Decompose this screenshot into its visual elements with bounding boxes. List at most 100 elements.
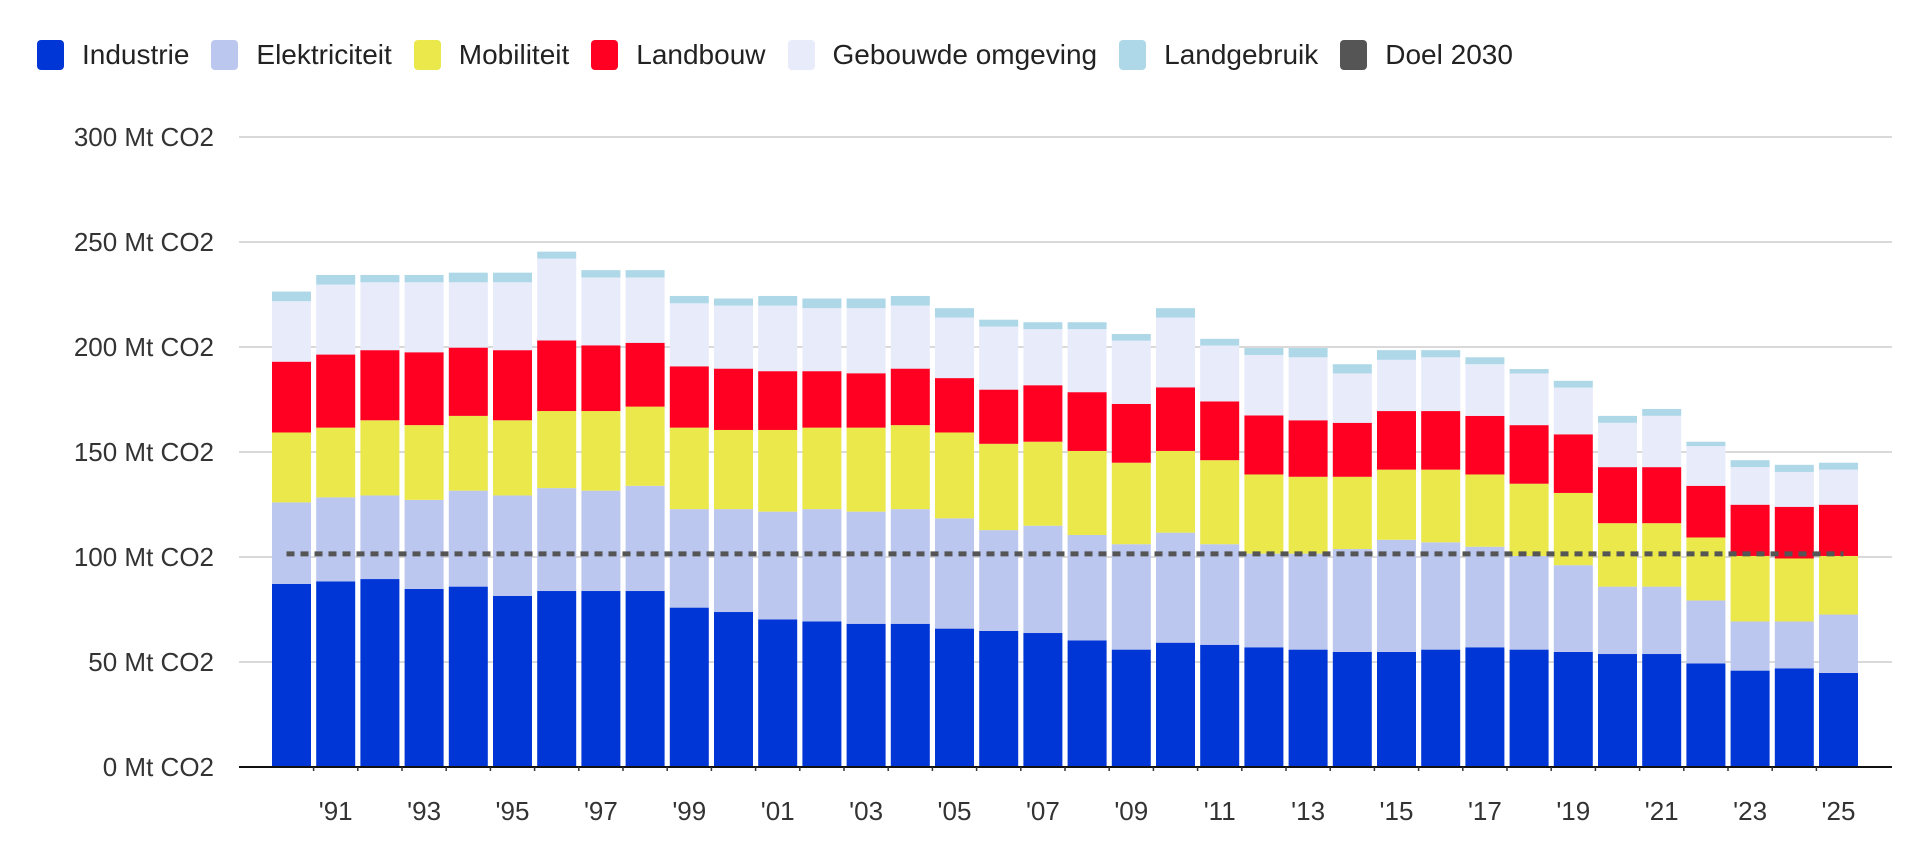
bar-landgebruik-2016[interactable] [1421, 350, 1461, 358]
bar-landbouw-1995[interactable] [493, 350, 532, 421]
bar-mobiliteit-2004[interactable] [890, 425, 930, 510]
bar-industrie-2011[interactable] [1200, 644, 1240, 767]
bar-elektriciteit-1995[interactable] [493, 495, 532, 596]
bar-mobiliteit-1995[interactable] [493, 420, 532, 496]
bar-gebouwde-omgeving-1997[interactable] [581, 277, 621, 346]
bar-elektriciteit-1992[interactable] [360, 495, 400, 580]
bar-landgebruik-2022[interactable] [1686, 441, 1726, 447]
legend-item-elektriciteit[interactable]: Elektriciteit [211, 39, 392, 71]
bar-gebouwde-omgeving-2018[interactable] [1509, 373, 1549, 426]
bar-gebouwde-omgeving-2017[interactable] [1465, 364, 1505, 416]
bar-landgebruik-2007[interactable] [1023, 322, 1063, 330]
bar-mobiliteit-2014[interactable] [1332, 476, 1372, 550]
bar-mobiliteit-2019[interactable] [1553, 492, 1593, 566]
bar-landgebruik-1998[interactable] [625, 270, 665, 278]
bar-mobiliteit-1992[interactable] [360, 420, 400, 496]
bar-landgebruik-2013[interactable] [1288, 348, 1328, 358]
bar-landgebruik-1992[interactable] [360, 274, 400, 283]
bar-industrie-1996[interactable] [537, 591, 577, 767]
bar-gebouwde-omgeving-2001[interactable] [758, 305, 798, 372]
legend-item-industrie[interactable]: Industrie [37, 39, 189, 71]
bar-industrie-1992[interactable] [360, 579, 400, 767]
bar-landbouw-1997[interactable] [581, 345, 621, 412]
bar-mobiliteit-1997[interactable] [581, 411, 621, 491]
legend-item-doel-2030[interactable]: Doel 2030 [1340, 39, 1513, 71]
bar-elektriciteit-2005[interactable] [935, 518, 974, 629]
bar-gebouwde-omgeving-1996[interactable] [537, 258, 577, 341]
bar-landbouw-2008[interactable] [1067, 392, 1107, 451]
bar-gebouwde-omgeving-2023[interactable] [1730, 467, 1770, 505]
bar-landbouw-2010[interactable] [1156, 387, 1195, 451]
bar-landgebruik-2010[interactable] [1156, 308, 1195, 318]
bar-mobiliteit-2023[interactable] [1730, 555, 1770, 622]
bar-landgebruik-1997[interactable] [581, 270, 621, 278]
bar-landbouw-2022[interactable] [1686, 485, 1726, 538]
bar-elektriciteit-2010[interactable] [1156, 532, 1195, 643]
bar-elektriciteit-2001[interactable] [758, 511, 798, 620]
bar-gebouwde-omgeving-2012[interactable] [1244, 354, 1284, 416]
bar-gebouwde-omgeving-2009[interactable] [1111, 340, 1151, 404]
bar-landgebruik-2018[interactable] [1509, 369, 1549, 374]
bar-landbouw-2011[interactable] [1200, 401, 1240, 461]
bar-mobiliteit-2007[interactable] [1023, 441, 1063, 526]
bar-mobiliteit-2009[interactable] [1111, 462, 1151, 545]
bar-gebouwde-omgeving-2016[interactable] [1421, 357, 1461, 412]
bar-industrie-2002[interactable] [802, 621, 842, 767]
bar-landbouw-2015[interactable] [1377, 411, 1416, 470]
bar-gebouwde-omgeving-2013[interactable] [1288, 357, 1328, 421]
bar-landgebruik-2024[interactable] [1774, 464, 1814, 472]
bar-gebouwde-omgeving-1998[interactable] [625, 277, 665, 343]
bar-landbouw-1990[interactable] [272, 361, 311, 433]
bar-gebouwde-omgeving-2006[interactable] [979, 326, 1019, 390]
bar-landbouw-2017[interactable] [1465, 415, 1505, 475]
bar-elektriciteit-2012[interactable] [1244, 553, 1284, 648]
bar-industrie-2019[interactable] [1553, 651, 1593, 767]
bar-gebouwde-omgeving-2015[interactable] [1377, 359, 1416, 412]
bar-gebouwde-omgeving-2010[interactable] [1156, 317, 1195, 388]
legend-item-mobiliteit[interactable]: Mobiliteit [413, 39, 569, 71]
bar-landgebruik-2005[interactable] [935, 308, 974, 318]
bar-mobiliteit-2011[interactable] [1200, 460, 1240, 545]
bar-mobiliteit-1999[interactable] [669, 427, 709, 510]
bar-mobiliteit-1990[interactable] [272, 432, 311, 503]
bar-landgebruik-2017[interactable] [1465, 357, 1505, 365]
bar-landgebruik-1991[interactable] [316, 274, 356, 285]
bar-industrie-1994[interactable] [448, 586, 488, 767]
bar-industrie-2015[interactable] [1377, 651, 1416, 767]
bar-elektriciteit-1994[interactable] [448, 490, 488, 587]
bar-industrie-1991[interactable] [316, 581, 356, 767]
bar-gebouwde-omgeving-2022[interactable] [1686, 446, 1726, 486]
bar-mobiliteit-2012[interactable] [1244, 474, 1284, 554]
bar-landbouw-2009[interactable] [1111, 403, 1151, 463]
bar-landbouw-2003[interactable] [846, 373, 886, 428]
bar-gebouwde-omgeving-1990[interactable] [272, 301, 311, 362]
bar-industrie-2004[interactable] [890, 623, 930, 767]
bar-gebouwde-omgeving-1999[interactable] [669, 303, 709, 367]
bar-elektriciteit-2024[interactable] [1774, 621, 1814, 669]
bar-industrie-2022[interactable] [1686, 663, 1726, 767]
bar-landbouw-2016[interactable] [1421, 411, 1461, 470]
bar-elektriciteit-2008[interactable] [1067, 534, 1107, 641]
bar-gebouwde-omgeving-2000[interactable] [714, 305, 753, 369]
bar-landbouw-1992[interactable] [360, 350, 400, 421]
bar-landbouw-2006[interactable] [979, 389, 1019, 444]
bar-landbouw-2018[interactable] [1509, 425, 1549, 484]
bar-industrie-1990[interactable] [272, 583, 311, 767]
bar-elektriciteit-2025[interactable] [1819, 614, 1858, 673]
bar-landbouw-1998[interactable] [625, 342, 665, 407]
bar-landgebruik-2002[interactable] [802, 298, 842, 309]
bar-elektriciteit-1999[interactable] [669, 509, 709, 608]
legend-item-landbouw[interactable]: Landbouw [591, 39, 766, 71]
bar-elektriciteit-2018[interactable] [1509, 555, 1549, 650]
bar-industrie-1999[interactable] [669, 607, 709, 767]
bar-elektriciteit-2013[interactable] [1288, 553, 1328, 650]
bar-landbouw-1996[interactable] [537, 340, 577, 412]
bar-mobiliteit-2018[interactable] [1509, 483, 1549, 556]
bar-industrie-2010[interactable] [1156, 642, 1195, 767]
bar-mobiliteit-2017[interactable] [1465, 474, 1505, 547]
bar-elektriciteit-1998[interactable] [625, 485, 665, 592]
bar-landbouw-2024[interactable] [1774, 506, 1814, 559]
bar-mobiliteit-2002[interactable] [802, 427, 842, 510]
bar-mobiliteit-1994[interactable] [448, 415, 488, 491]
bar-mobiliteit-1993[interactable] [404, 425, 444, 500]
